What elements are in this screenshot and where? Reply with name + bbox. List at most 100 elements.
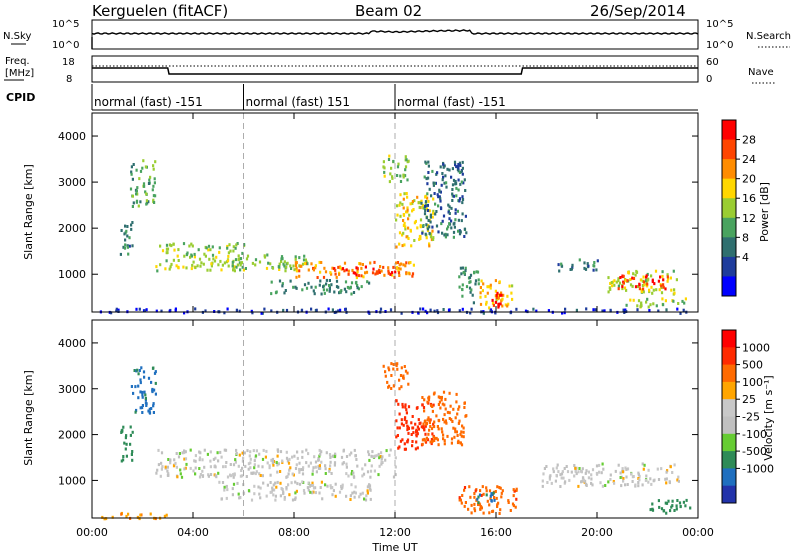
data-cell — [669, 276, 672, 280]
data-cell — [476, 270, 480, 274]
data-cell — [164, 267, 167, 271]
data-cell — [194, 459, 197, 463]
data-cell — [464, 266, 467, 270]
data-cell — [664, 299, 667, 303]
data-cell — [148, 410, 151, 414]
data-cell — [398, 445, 401, 449]
data-cell — [233, 265, 236, 269]
data-cell — [329, 271, 332, 275]
data-cell — [454, 163, 457, 167]
data-cell — [111, 515, 114, 519]
data-cell — [440, 398, 443, 402]
data-cell — [300, 264, 303, 268]
data-cell — [402, 224, 405, 227]
data-cell — [484, 294, 487, 298]
data-cell — [274, 494, 277, 498]
data-cell — [461, 424, 464, 428]
data-cell — [298, 470, 301, 474]
data-cell — [399, 193, 402, 197]
data-cell — [583, 266, 586, 270]
data-cell — [324, 467, 327, 471]
data-cell — [157, 463, 160, 467]
data-cell — [213, 259, 217, 263]
colorbar-swatch — [722, 364, 736, 383]
data-cell — [344, 307, 347, 311]
colorbar-tick-label: 25 — [742, 393, 756, 406]
data-cell — [426, 182, 429, 186]
data-cell — [237, 492, 240, 496]
data-cell — [624, 466, 627, 470]
data-cell — [637, 473, 640, 477]
data-cell — [665, 477, 668, 481]
data-cell — [419, 307, 422, 311]
data-cell — [448, 217, 451, 221]
data-cell — [289, 279, 292, 283]
data-cell — [444, 407, 447, 411]
data-cell — [238, 261, 241, 265]
data-cell — [196, 264, 199, 268]
data-cell — [614, 469, 617, 473]
data-cell — [123, 441, 126, 445]
y-tick-label: 3000 — [58, 383, 86, 396]
data-cell — [458, 285, 461, 289]
data-cell — [640, 304, 643, 308]
data-cell — [652, 302, 655, 306]
data-cell — [152, 198, 155, 202]
data-cell — [286, 475, 289, 478]
data-cell — [234, 258, 238, 262]
data-cell — [500, 491, 503, 495]
data-cell — [421, 442, 424, 446]
data-cell — [311, 491, 314, 495]
data-cell — [216, 451, 219, 455]
data-cell — [237, 464, 240, 468]
data-cell — [403, 192, 406, 196]
data-cell — [135, 199, 139, 203]
data-cell — [407, 159, 410, 163]
data-cell — [638, 478, 641, 482]
data-cell — [203, 252, 206, 256]
data-cell — [134, 410, 137, 414]
data-cell — [405, 261, 408, 265]
data-cell — [480, 279, 483, 283]
data-cell — [318, 260, 321, 264]
data-cell — [234, 460, 237, 464]
data-cell — [458, 275, 461, 279]
data-cell — [318, 448, 321, 452]
data-cell — [464, 501, 467, 504]
data-cell — [436, 309, 439, 313]
data-cell — [504, 303, 507, 307]
data-cell — [431, 169, 434, 173]
data-cell — [156, 269, 159, 273]
data-cell — [301, 480, 304, 484]
data-cell — [356, 270, 359, 274]
data-cell — [295, 275, 298, 279]
data-cell — [110, 311, 113, 315]
data-cell — [130, 385, 133, 388]
data-cell — [223, 261, 226, 265]
data-cell — [133, 369, 136, 372]
data-cell — [123, 232, 126, 236]
data-cell — [457, 407, 460, 411]
data-cell — [660, 507, 664, 511]
data-cell — [398, 231, 402, 235]
data-cell — [314, 266, 317, 270]
data-cell — [183, 254, 186, 258]
data-cell — [475, 270, 478, 274]
data-cell — [345, 472, 348, 476]
data-cell — [609, 478, 612, 481]
data-cell — [515, 489, 518, 492]
data-cell — [160, 467, 163, 471]
data-cell — [634, 285, 638, 289]
data-cell — [296, 482, 299, 486]
data-cell — [608, 286, 611, 290]
data-cell — [404, 264, 407, 268]
data-cell — [221, 481, 225, 484]
data-cell — [657, 478, 661, 481]
data-cell — [547, 309, 550, 313]
data-cell — [142, 159, 145, 163]
data-cell — [566, 470, 570, 474]
data-cell — [416, 446, 419, 450]
data-cell — [565, 465, 568, 468]
data-cell — [214, 474, 217, 478]
data-cell — [493, 496, 496, 499]
